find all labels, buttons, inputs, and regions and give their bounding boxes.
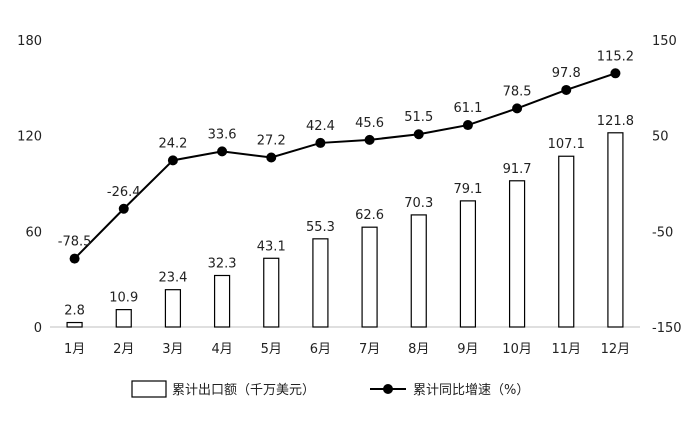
bar-data-label: 79.1	[453, 182, 482, 197]
y-right-tick-label: 50	[652, 130, 669, 145]
line-data-label: 45.6	[355, 116, 384, 131]
legend-line-marker	[383, 384, 393, 394]
bar-data-label: 121.8	[597, 114, 634, 129]
bar-data-label: 55.3	[306, 220, 335, 235]
bar-data-label: 10.9	[109, 291, 138, 306]
bar	[66, 321, 83, 328]
bar	[361, 226, 378, 328]
bar	[312, 238, 329, 328]
x-tick-label: 10月	[502, 342, 532, 357]
line-point	[610, 68, 621, 79]
line-point	[315, 137, 326, 148]
bar-data-label: 43.1	[257, 239, 286, 254]
line-point	[118, 203, 129, 214]
bar-series	[66, 132, 624, 328]
legend: 累计出口额（千万美元） 累计同比增速（%）	[131, 380, 529, 398]
line-data-label: 42.4	[306, 119, 335, 134]
legend-bar-swatch	[131, 380, 167, 398]
line-data-label: 27.2	[257, 133, 286, 148]
y-left-tick-label: 120	[17, 130, 42, 145]
legend-bar-label: 累计出口额（千万美元）	[172, 383, 315, 398]
line-point	[462, 120, 473, 131]
line-data-label: 97.8	[552, 66, 581, 81]
line-point	[69, 253, 80, 264]
bar-data-label: 91.7	[503, 162, 532, 177]
line-data-label: 115.2	[597, 49, 634, 64]
line-data-label: 51.5	[404, 110, 433, 125]
x-tick-label: 1月	[64, 342, 85, 357]
legend-line-label: 累计同比增速（%）	[413, 383, 529, 398]
y-left-tick-label: 180	[17, 34, 42, 49]
x-tick-label: 7月	[359, 342, 380, 357]
bar	[558, 155, 575, 328]
x-tick-label: 5月	[261, 342, 282, 357]
line-data-label: -26.4	[107, 185, 141, 200]
line-point	[413, 129, 424, 140]
bar-data-label: 32.3	[208, 256, 237, 271]
line-series	[69, 68, 621, 264]
line-point	[561, 84, 572, 95]
line-data-label: 24.2	[158, 136, 187, 151]
bar	[164, 289, 182, 328]
y-right-tick-label: -150	[652, 321, 682, 336]
line-data-label: -78.5	[58, 235, 92, 250]
bar-data-label: 2.8	[64, 304, 85, 319]
axes: 0 60 120 180 -150 -50 50 150 1月 2月 3月 4月 5月 6月 7月 8月 9月 1…	[17, 34, 681, 357]
bar	[410, 214, 427, 328]
bar	[508, 180, 526, 328]
x-tick-label: 2月	[113, 342, 134, 357]
bar	[263, 257, 280, 328]
line-data-label: 61.1	[453, 101, 482, 116]
bar	[459, 200, 477, 328]
bar	[115, 309, 132, 328]
x-tick-label: 6月	[310, 342, 331, 357]
x-tick-label: 12月	[601, 342, 631, 357]
bar-data-label: 62.6	[355, 208, 384, 223]
bar-data-label: 70.3	[404, 196, 433, 211]
x-tick-label: 9月	[457, 342, 478, 357]
y-right-tick-label: 150	[652, 34, 677, 49]
data-labels: 2.8 10.9 23.4 32.3 43.1 55.3 62.6 70.3 79.1 91.7 1…	[58, 49, 634, 318]
line-data-label: 33.6	[208, 127, 237, 142]
x-tick-label: 8月	[408, 342, 429, 357]
y-left-tick-label: 0	[34, 321, 42, 336]
bar-data-label: 23.4	[158, 271, 187, 286]
line-point	[266, 152, 277, 163]
line-point	[512, 103, 523, 114]
x-tick-label: 11月	[551, 342, 581, 357]
growth-line	[73, 72, 616, 260]
line-point	[217, 146, 228, 157]
line-data-label: 78.5	[503, 84, 532, 99]
y-left-tick-label: 60	[25, 225, 42, 240]
y-right-tick-label: -50	[652, 225, 673, 240]
bar	[213, 274, 231, 328]
line-point	[167, 155, 178, 166]
x-tick-label: 4月	[211, 342, 232, 357]
line-point	[364, 134, 375, 145]
bar	[607, 132, 624, 328]
x-tick-label: 3月	[162, 342, 183, 357]
bar-data-label: 107.1	[548, 137, 585, 152]
